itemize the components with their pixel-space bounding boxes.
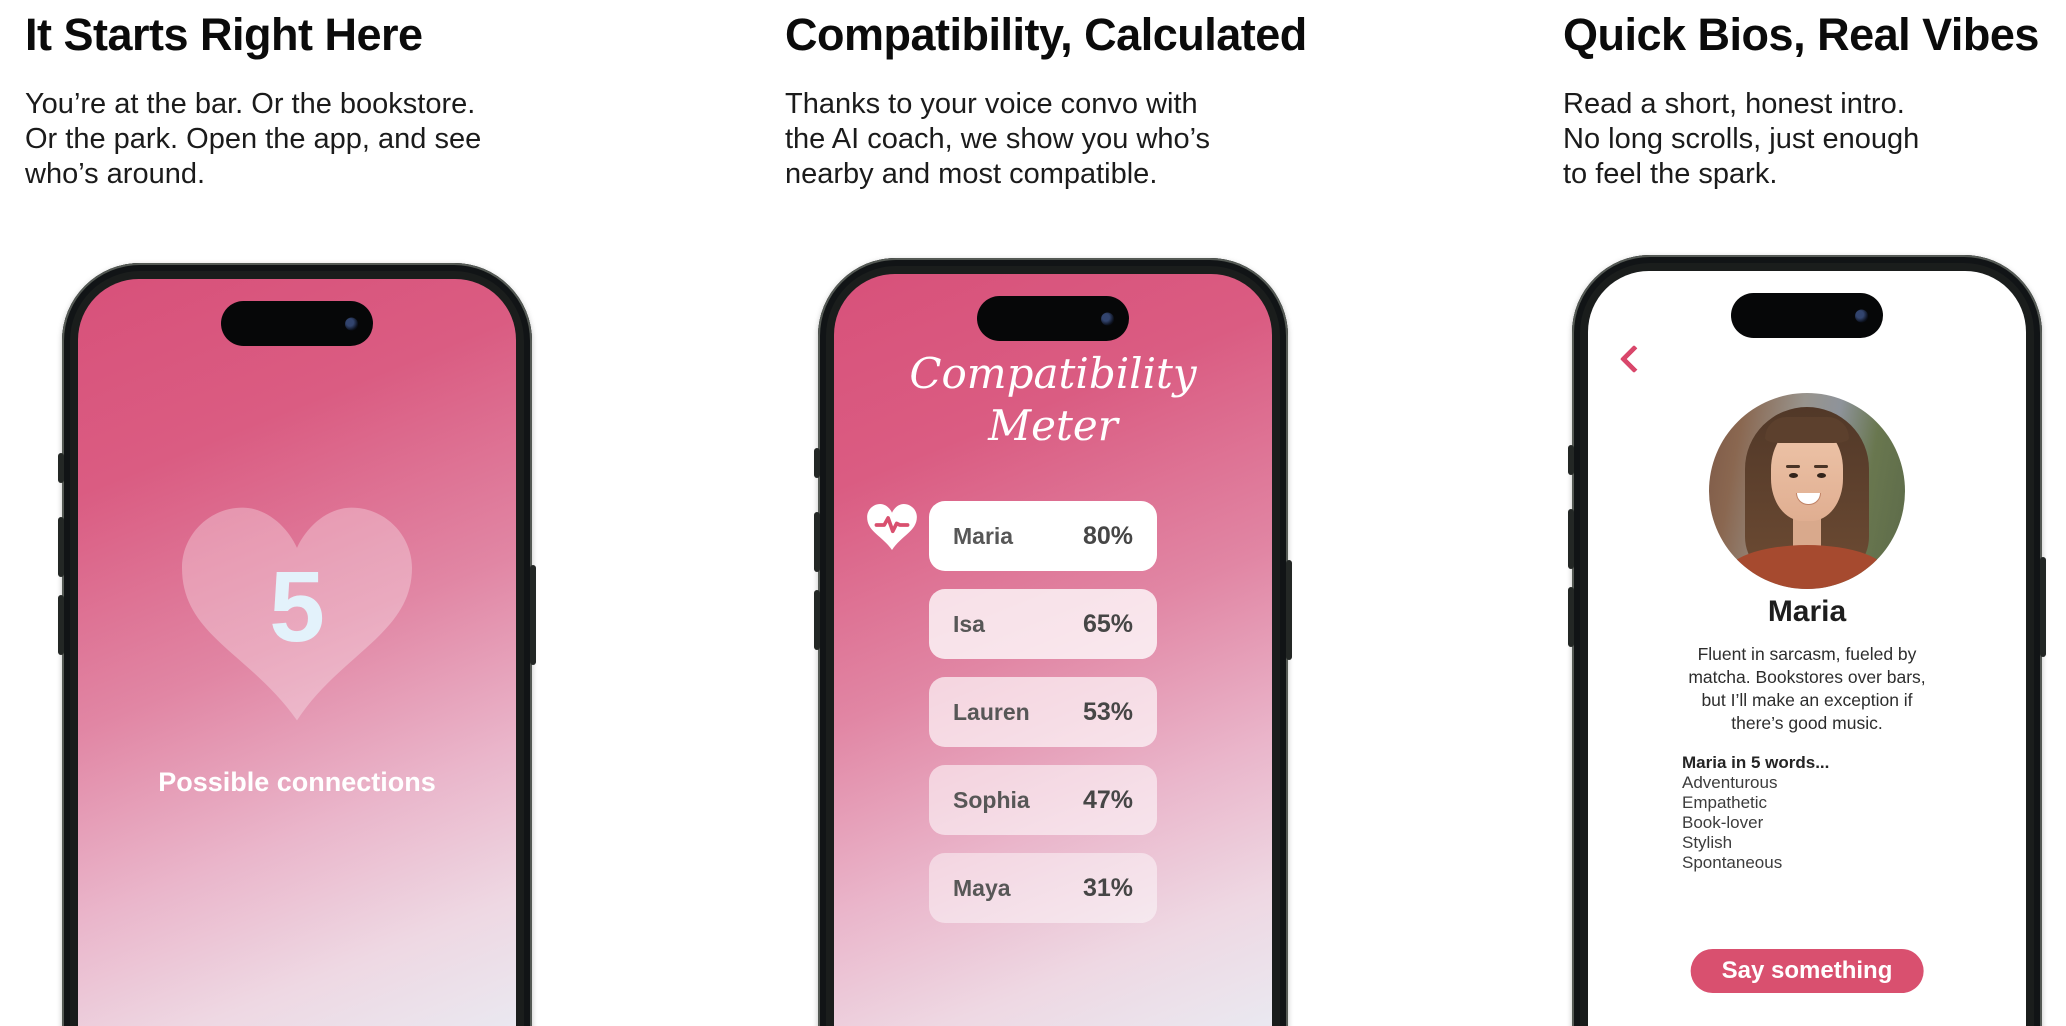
feature-heading: Quick Bios, Real Vibes <box>1563 9 2039 60</box>
five-words-item: Stylish <box>1682 833 1733 852</box>
heart-pulse-icon <box>867 504 917 550</box>
phone-screen-profile: Maria Fluent in sarcasm, fueled by match… <box>1588 271 2026 1026</box>
five-words-list: Adventurous Empathetic Book-lover Stylish Sp… <box>1682 773 1829 873</box>
meter-row[interactable]: Maria 80% <box>929 501 1157 571</box>
power-button <box>530 565 536 665</box>
phone-screen-meter: Compatibility Meter Maria 80% Isa 65% Lauren… <box>834 274 1272 1026</box>
front-camera-icon <box>345 317 358 330</box>
avatar-brow <box>1786 465 1800 468</box>
feature-column-compatibility: Compatibility, Calculated Thanks to your… <box>785 10 1325 192</box>
mute-switch <box>58 453 64 483</box>
meter-row-name: Maya <box>953 874 1011 901</box>
meter-row-percent: 53% <box>1082 697 1133 726</box>
meter-row-name: Isa <box>953 610 985 637</box>
dynamic-island <box>977 296 1129 341</box>
meter-row[interactable]: Lauren 53% <box>929 677 1157 747</box>
mute-switch <box>1568 445 1574 475</box>
volume-up-button <box>814 512 820 572</box>
front-camera-icon <box>1855 309 1868 322</box>
meter-row-name: Maria <box>953 522 1014 549</box>
heart-icon <box>182 507 412 721</box>
five-words-item: Book-lover <box>1682 813 1764 832</box>
feature-column-quick-bios: Quick Bios, Real Vibes Read a short, hon… <box>1563 10 2063 192</box>
volume-down-button <box>814 590 820 650</box>
dynamic-island <box>1731 293 1883 338</box>
mute-switch <box>814 448 820 478</box>
volume-down-button <box>58 595 64 655</box>
meter-title: Compatibility Meter <box>909 349 1197 450</box>
dynamic-island <box>221 301 373 346</box>
feature-heading: Compatibility, Calculated <box>785 9 1307 60</box>
feature-heading: It Starts Right Here <box>25 9 423 60</box>
feature-column-it-starts: It Starts Right Here You’re at the bar. … <box>25 10 545 192</box>
front-camera-icon <box>1101 312 1114 325</box>
phone-mockup-profile: Maria Fluent in sarcasm, fueled by match… <box>1568 255 2046 1026</box>
say-something-button[interactable]: Say something <box>1690 949 1924 993</box>
feature-description: Thanks to your voice convo with the AI c… <box>785 87 1211 190</box>
avatar-brow <box>1814 465 1828 468</box>
meter-row-name: Sophia <box>953 786 1030 813</box>
avatar-fringe <box>1765 417 1849 443</box>
avatar-shirt <box>1725 545 1889 589</box>
profile-name: Maria <box>1767 595 1847 628</box>
meter-row[interactable]: Maya 31% <box>929 853 1157 923</box>
phone-mockup-meter: Compatibility Meter Maria 80% Isa 65% Lauren… <box>814 258 1292 1026</box>
phone-mockup-connections: 5 Possible connections <box>58 263 536 1026</box>
connections-caption: Possible connections <box>158 767 436 797</box>
back-chevron-icon[interactable] <box>1619 344 1649 374</box>
meter-row-percent: 31% <box>1082 873 1133 902</box>
power-button <box>2040 557 2046 657</box>
five-words-item: Empathetic <box>1682 793 1768 812</box>
phone-screen-connections: 5 Possible connections <box>78 279 516 1026</box>
meter-row[interactable]: Sophia 47% <box>929 765 1157 835</box>
avatar-eye <box>1817 473 1826 478</box>
heart-shape-icon: 5 <box>182 507 412 721</box>
feature-description: You’re at the bar. Or the bookstore. Or … <box>25 87 482 190</box>
five-words-title: Maria in 5 words... <box>1682 753 1830 772</box>
meter-row-percent: 47% <box>1082 785 1133 814</box>
power-button <box>1286 560 1292 660</box>
meter-row-percent: 80% <box>1082 521 1133 550</box>
connections-count: 5 <box>269 550 325 663</box>
profile-photo <box>1709 393 1905 589</box>
meter-row-name: Lauren <box>953 698 1030 725</box>
avatar-eye <box>1789 473 1798 478</box>
volume-up-button <box>58 517 64 577</box>
feature-description: Read a short, honest intro. No long scro… <box>1563 87 1920 190</box>
meter-row[interactable]: Isa 65% <box>929 589 1157 659</box>
profile-bio: Fluent in sarcasm, fueled by matcha. Boo… <box>1688 644 1926 733</box>
volume-up-button <box>1568 509 1574 569</box>
five-words-item: Adventurous <box>1682 773 1778 792</box>
meter-row-percent: 65% <box>1082 609 1133 638</box>
volume-down-button <box>1568 587 1574 647</box>
five-words-block: Maria in 5 words... Adventurous Empatheti… <box>1682 753 1829 873</box>
five-words-item: Spontaneous <box>1682 853 1783 872</box>
